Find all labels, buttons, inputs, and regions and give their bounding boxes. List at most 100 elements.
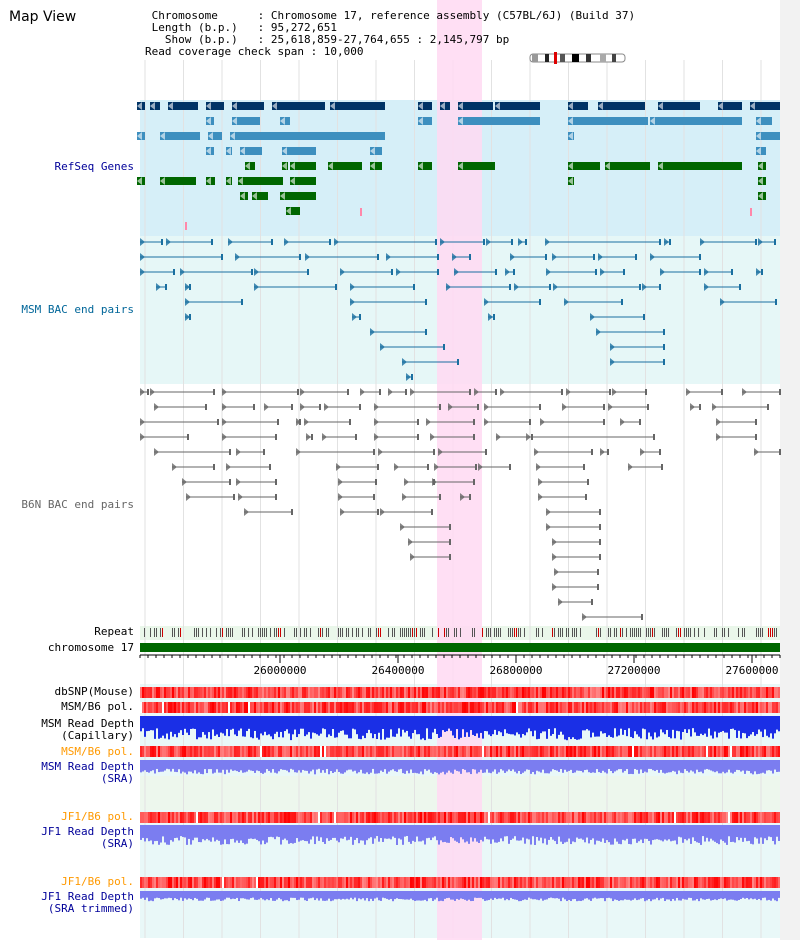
msm-depth-sra-bar xyxy=(298,760,300,771)
msm-depth-sra-bar xyxy=(734,760,736,772)
dbsnp-heat xyxy=(734,687,736,698)
repeat-mark xyxy=(684,628,685,637)
msm-b6-pol-2-heat xyxy=(380,746,382,757)
msm-b6-pol-heat xyxy=(544,702,546,713)
track-label-jf1-b6-pol-2[interactable]: JF1/B6 pol. xyxy=(61,875,134,888)
jf1-b6-pol-2-heat xyxy=(408,877,410,888)
msm-depth-sra-bar xyxy=(224,760,226,775)
msm-depth-capillary-bar xyxy=(470,716,472,731)
msm-b6-pol-2-heat xyxy=(498,746,500,757)
jf1-b6-pol-heat xyxy=(416,812,418,823)
track-label-jf1-depth-sra[interactable]: JF1 Read Depth (SRA) xyxy=(41,825,134,850)
msm-depth-sra-bar xyxy=(770,760,772,771)
jf1-b6-pol-heat xyxy=(412,812,414,823)
jf1-depth-sra-bar xyxy=(674,825,676,841)
msm-depth-sra-bar xyxy=(628,760,630,775)
dbsnp-heat xyxy=(212,687,214,698)
msm-depth-capillary-bar xyxy=(690,716,692,737)
msm-b6-pol-2-heat xyxy=(174,746,176,757)
dbsnp-heat xyxy=(348,687,350,698)
msm-b6-pol-2-heat xyxy=(196,746,198,757)
msm-depth-capillary-bar xyxy=(150,716,152,731)
msm-b6-pol-2-heat xyxy=(402,746,404,757)
jf1-depth-sra-bar xyxy=(470,825,472,838)
jf1-depth-sra-bar xyxy=(348,825,350,840)
jf1-b6-pol-2-heat xyxy=(270,877,272,888)
msm-b6-pol-2-heat xyxy=(694,746,696,757)
b6n-bac-pair-end xyxy=(300,388,305,396)
msm-b6-pol-2-heat xyxy=(454,746,456,757)
msm-depth-sra-bar xyxy=(666,760,668,773)
msm-depth-sra-bar xyxy=(246,760,248,772)
msm-b6-pol-heat xyxy=(608,702,610,713)
msm-depth-sra-bar xyxy=(516,760,518,774)
jf1-depth-sra-bar xyxy=(226,825,228,845)
jf1-b6-pol-heat xyxy=(466,812,468,823)
track-label-msm-bac[interactable]: MSM BAC end pairs xyxy=(21,303,134,316)
msm-depth-sra-bar xyxy=(306,760,308,771)
jf1-depth-sra-bar xyxy=(246,825,248,844)
track-label-msm-depth-capillary[interactable]: MSM Read Depth (Capillary) xyxy=(41,717,134,742)
dbsnp-heat xyxy=(574,687,576,698)
jf1-depth-trimmed-bar xyxy=(216,891,218,900)
msm-depth-capillary-bar xyxy=(498,716,500,732)
msm-depth-capillary-bar xyxy=(662,716,664,733)
msm-b6-pol-2-heat xyxy=(468,746,470,757)
msm-depth-sra-bar xyxy=(682,760,684,774)
repeat-mark xyxy=(380,628,381,637)
msm-depth-sra-bar xyxy=(324,760,326,773)
jf1-b6-pol-heat xyxy=(708,812,710,823)
jf1-depth-sra-bar xyxy=(176,825,178,838)
msm-depth-sra-bar xyxy=(494,760,496,770)
track-label-jf1-b6-pol[interactable]: JF1/B6 pol. xyxy=(61,810,134,823)
dbsnp-heat xyxy=(368,687,370,698)
jf1-depth-trimmed-bar xyxy=(414,891,416,901)
ideogram-band xyxy=(532,54,538,62)
msm-depth-capillary-bar xyxy=(744,716,746,734)
jf1-depth-trimmed-bar xyxy=(424,891,426,900)
track-label-repeat[interactable]: Repeat xyxy=(94,625,134,638)
msm-b6-pol-heat xyxy=(638,702,640,713)
jf1-depth-trimmed-bar xyxy=(730,891,732,900)
jf1-b6-pol-2-heat xyxy=(764,877,766,888)
jf1-depth-trimmed-bar xyxy=(668,891,670,900)
track-label-jf1-depth-trimmed[interactable]: JF1 Read Depth (SRA trimmed) xyxy=(41,890,134,915)
jf1-b6-pol-2-heat xyxy=(600,877,602,888)
msm-bac-pair-end xyxy=(720,298,725,306)
dbsnp-heat xyxy=(516,687,518,698)
jf1-b6-pol-2-heat xyxy=(610,877,612,888)
msm-depth-capillary-bar xyxy=(450,716,452,731)
msm-depth-sra-bar xyxy=(230,760,232,770)
jf1-b6-pol-2-heat xyxy=(268,877,270,888)
track-label-b6n-bac[interactable]: B6N BAC end pairs xyxy=(21,498,134,511)
msm-depth-sra-bar xyxy=(694,760,696,774)
jf1-depth-sra-bar xyxy=(286,825,288,841)
b6n-bac-pair-end xyxy=(699,404,701,410)
b6n-bac-pair-end xyxy=(430,433,435,441)
jf1-depth-trimmed-bar xyxy=(270,891,272,899)
msm-depth-capillary-bar xyxy=(180,716,182,731)
track-label-msm-b6-pol-2[interactable]: MSM/B6 pol. xyxy=(61,745,134,758)
msm-b6-pol-heat xyxy=(518,702,520,713)
msm-bac-pair-end xyxy=(731,269,733,275)
jf1-depth-trimmed-bar xyxy=(684,891,686,900)
track-label-msm-b6-pol[interactable]: MSM/B6 pol. xyxy=(61,700,134,713)
msm-depth-sra-bar xyxy=(204,760,206,770)
msm-depth-sra-bar xyxy=(630,760,632,774)
msm-depth-sra-bar xyxy=(212,760,214,774)
msm-b6-pol-2-heat xyxy=(260,746,262,757)
jf1-depth-sra-bar xyxy=(290,825,292,844)
track-label-refseq[interactable]: RefSeq Genes xyxy=(54,160,134,173)
jf1-depth-trimmed-bar xyxy=(322,891,324,901)
msm-depth-capillary-bar xyxy=(522,716,524,734)
dbsnp-heat xyxy=(602,687,604,698)
jf1-b6-pol-heat xyxy=(516,812,518,823)
msm-depth-capillary-bar xyxy=(140,716,142,732)
track-label-msm-depth-sra[interactable]: MSM Read Depth (SRA) xyxy=(41,760,134,785)
track-label-dbsnp[interactable]: dbSNP(Mouse) xyxy=(54,685,134,698)
msm-depth-capillary-bar xyxy=(530,716,532,732)
msm-depth-sra-bar xyxy=(326,760,328,769)
msm-b6-pol-2-heat xyxy=(572,746,574,757)
jf1-b6-pol-2-heat xyxy=(756,877,758,888)
jf1-depth-trimmed-bar xyxy=(154,891,156,899)
